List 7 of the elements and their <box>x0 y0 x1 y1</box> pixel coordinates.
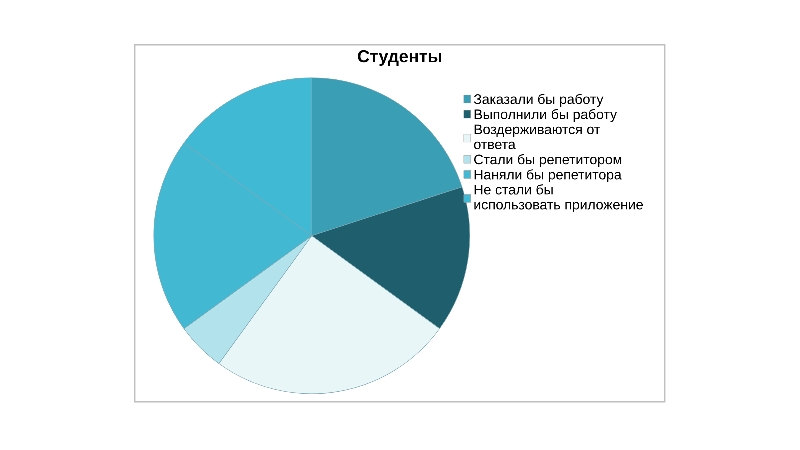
legend-label: Заказали бы работу <box>474 94 604 108</box>
legend-label: Воздерживаются от ответа <box>474 124 600 150</box>
legend-label: Стали бы репетитором <box>474 154 622 168</box>
legend-label: Наняли бы репетитора <box>474 169 622 183</box>
legend-label: Выполнили бы работу <box>474 109 618 122</box>
chart-title: Студенты <box>358 50 442 66</box>
legend-label: Не стали бы использовать приложение <box>474 184 644 213</box>
